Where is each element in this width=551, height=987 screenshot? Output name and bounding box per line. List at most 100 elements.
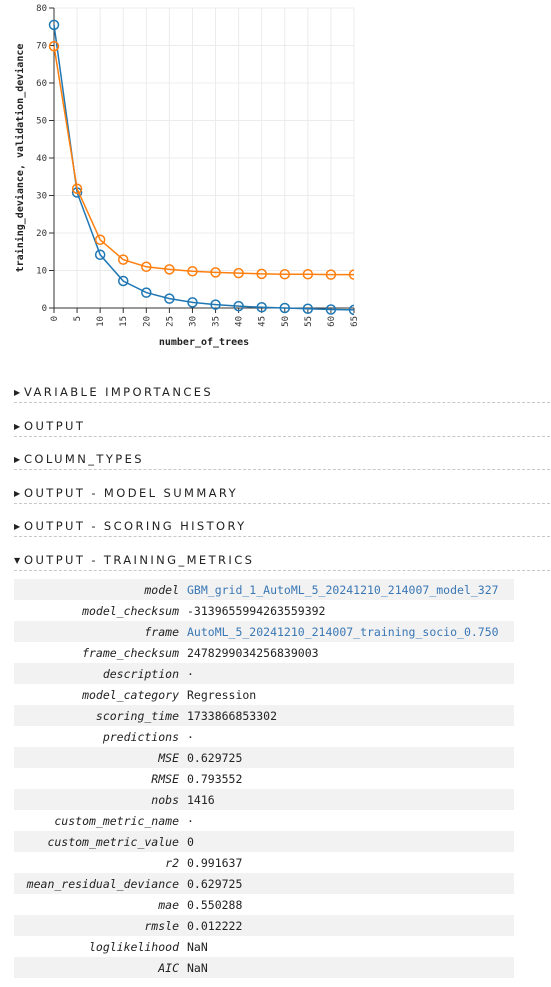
metric-value: ·	[187, 666, 194, 681]
metric-key: model_checksum	[82, 603, 179, 618]
metric-value: 0.550288	[187, 897, 243, 912]
y-tick-label: 40	[36, 154, 47, 164]
y-tick-label: 10	[36, 267, 47, 277]
metric-value: 0	[187, 834, 194, 849]
metric-value: NaN	[187, 939, 208, 954]
data-point-validation_deviance	[141, 261, 152, 272]
y-tick-label: 20	[36, 229, 47, 239]
metric-key: frame_checksum	[82, 645, 179, 660]
metric-row: description ·	[14, 663, 514, 684]
metric-row: r2 0.991637	[14, 852, 514, 873]
data-point-training_deviance	[164, 293, 175, 304]
x-tick-label: 45	[258, 316, 268, 327]
data-point-validation_deviance	[325, 269, 337, 280]
metric-value: 0.793552	[187, 771, 243, 786]
data-point-validation_deviance	[302, 269, 314, 280]
metric-key: r2	[165, 855, 179, 870]
metric-row: scoring_time 1733866853302	[14, 705, 514, 726]
section-output[interactable]: ▶ OUTPUT	[14, 416, 550, 437]
metric-row: mean_residual_deviance 0.629725	[14, 873, 514, 894]
metric-row: custom_metric_value 0	[14, 831, 514, 852]
metric-key: model	[144, 582, 179, 597]
data-point-training_deviance	[325, 304, 337, 315]
y-tick-label: 80	[36, 4, 47, 14]
metric-row: frame AutoML_5_20241210_214007_training_s…	[14, 621, 514, 642]
metric-row: custom_metric_name ·	[14, 810, 514, 831]
x-tick-label: 5	[73, 316, 83, 321]
metric-row: predictions ·	[14, 726, 514, 747]
section-label: COLUMN_TYPES	[24, 452, 144, 466]
metric-value: ·	[187, 729, 194, 744]
data-point-validation_deviance	[48, 41, 60, 52]
y-tick-label: 60	[36, 79, 47, 89]
metric-key: description	[102, 666, 179, 681]
x-tick-label: 0	[50, 316, 60, 321]
deviance-chart: 0 10 20 30 40 50 60 70 80 0 5 10 15 20 25 30 35 40 45 50 55 6…	[0, 0, 551, 360]
x-tick-label: 35	[212, 316, 222, 327]
metric-row: frame_checksum 2478299034256839003	[14, 642, 514, 663]
x-tick-label: 65	[350, 316, 360, 327]
metric-row: model_checksum -313965599426355939​2	[14, 600, 514, 621]
data-point-training_deviance	[141, 287, 152, 298]
metric-key: custom_metric_name	[54, 813, 179, 828]
metric-row: model_category Regression	[14, 684, 514, 705]
y-axis-label: training_deviance, validation_deviance	[14, 44, 26, 273]
metric-key: predictions	[102, 729, 179, 744]
series-line-training_deviance	[53, 24, 354, 311]
section-output-model-summary[interactable]: ▶ OUTPUT - MODEL SUMMARY	[14, 483, 550, 504]
data-point-training_deviance	[279, 302, 291, 314]
metric-key: nobs	[151, 792, 179, 807]
metric-value: 1733866853302	[187, 708, 278, 723]
x-tick-label: 25	[165, 316, 175, 327]
section-column-types[interactable]: ▶ COLUMN_TYPES	[14, 449, 550, 470]
section-label: OUTPUT - MODEL SUMMARY	[24, 486, 238, 500]
metric-row: nobs 1416	[14, 789, 514, 810]
x-tick-label: 55	[304, 316, 314, 327]
metric-key: rmsle	[144, 918, 179, 933]
metric-key: scoring_time	[95, 708, 179, 723]
section-label: OUTPUT	[24, 419, 86, 433]
data-point-validation_deviance	[256, 268, 267, 280]
data-point-validation_deviance	[279, 269, 291, 280]
x-tick-label: 10	[96, 316, 106, 327]
metric-value-link[interactable]: AutoML_5_20241210_214007_training_socio_…	[187, 624, 499, 639]
metric-value: 2478299034256839003	[187, 645, 319, 660]
data-point-training_deviance	[210, 299, 221, 310]
x-tick-label: 20	[142, 316, 152, 327]
data-point-training_deviance	[256, 302, 267, 313]
metric-row: rmsle 0.012222	[14, 915, 514, 936]
data-point-validation_deviance	[164, 264, 175, 275]
x-tick-label: 60	[327, 316, 337, 327]
series-line-validation_deviance	[53, 46, 354, 276]
metric-row: AIC NaN	[14, 957, 514, 978]
section-output-scoring-history[interactable]: ▶ OUTPUT - SCORING HISTORY	[14, 516, 550, 537]
section-label: OUTPUT - SCORING HISTORY	[24, 519, 247, 533]
data-point-validation_deviance	[233, 267, 244, 279]
metric-key: RMSE	[151, 771, 179, 786]
metric-key: custom_metric_value	[47, 834, 179, 849]
caret-right-icon: ▶	[14, 421, 21, 431]
x-tick-label: 30	[188, 316, 198, 327]
deviance-chart-svg: 0 10 20 30 40 50 60 70 80 0 5 10 15 20 25 30 35 40 45 50 55 6…	[14, 4, 360, 348]
metric-key: frame	[144, 624, 179, 639]
metric-row: mae 0.550288	[14, 894, 514, 915]
metric-row: model GBM_grid_1_AutoML_5_20241210_214007…	[14, 579, 514, 600]
metric-value-link[interactable]: GBM_grid_1_AutoML_5_20241210_214007_mode…	[187, 582, 499, 597]
data-point-training_deviance	[302, 303, 314, 314]
metric-value: 1416	[187, 792, 215, 807]
data-point-training_deviance	[94, 249, 106, 260]
y-tick-label: 0	[42, 304, 47, 314]
training-metrics-table: model GBM_grid_1_AutoML_5_20241210_214007…	[14, 579, 514, 978]
x-tick-label: 40	[235, 316, 245, 327]
metric-value: Regression	[187, 687, 257, 702]
caret-down-icon: ▼	[14, 555, 21, 565]
data-point-validation_deviance	[117, 254, 129, 265]
x-tick-label: 50	[281, 316, 291, 327]
metric-row: loglikelihood NaN	[14, 936, 514, 957]
data-point-validation_deviance	[348, 269, 354, 280]
section-output-training-metrics[interactable]: ▼ OUTPUT - TRAINING_METRICS	[14, 550, 550, 571]
y-tick-label: 70	[36, 42, 47, 52]
data-point-training_deviance	[348, 304, 354, 316]
section-variable-importances[interactable]: ▶ VARIABLE IMPORTANCES	[14, 382, 550, 403]
data-point-validation_deviance	[187, 266, 198, 277]
